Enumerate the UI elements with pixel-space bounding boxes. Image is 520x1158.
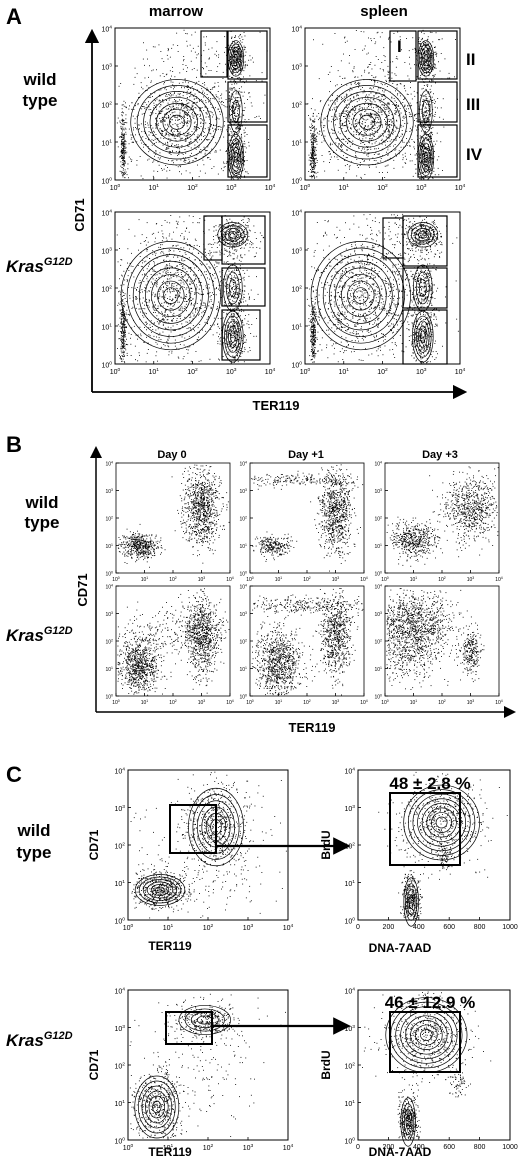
panel-a-letter: A	[6, 4, 22, 29]
svg-text:101: 101	[291, 138, 302, 147]
svg-text:100: 100	[101, 176, 112, 185]
svg-text:103: 103	[291, 62, 302, 71]
panel-b-letter: B	[6, 432, 22, 457]
gate-label-i: I	[397, 37, 402, 56]
panel-c-letter: C	[6, 762, 22, 787]
gate-label-iii: III	[466, 95, 480, 114]
svg-text:103: 103	[416, 183, 427, 192]
gates-a	[200, 30, 458, 365]
panel-c-kras-xaxis: TER119	[148, 1145, 192, 1158]
panel-b-col-day3: Day +3	[422, 449, 458, 461]
panel-a-xaxis-label: TER119	[253, 398, 300, 413]
panel-a-row2-label: KrasG12D	[6, 256, 73, 276]
svg-text:104: 104	[455, 183, 466, 192]
panel-c-wt-xaxis: TER119	[148, 939, 192, 953]
panel-c-kras-brdu-xaxis: DNA-7AAD	[369, 1145, 432, 1158]
percent-wt: 48 ± 2.8 %	[389, 774, 470, 793]
panel-c-row2-label: KrasG12D	[6, 1030, 73, 1050]
panel-b-xaxis-label: TER119	[289, 720, 336, 735]
panel-b-row2-label: KrasG12D	[6, 625, 73, 645]
svg-text:101: 101	[338, 183, 349, 192]
panel-c-kras-brdu-yaxis: BrdU	[319, 1050, 333, 1079]
panel-b-col-day1: Day +1	[288, 449, 324, 461]
svg-text:104: 104	[101, 24, 112, 33]
panel-b-col-day0: Day 0	[157, 449, 186, 461]
svg-text:103: 103	[226, 183, 237, 192]
panel-a-row1-label: wild type	[22, 70, 57, 110]
svg-text:102: 102	[291, 100, 302, 109]
svg-text:100: 100	[110, 183, 121, 192]
panel-c-row1-label: wild type	[16, 821, 51, 862]
panel-b-yaxis-label: CD71	[75, 573, 90, 606]
gates-c	[165, 792, 461, 1073]
panel-c-wt-brdu-xaxis: DNA-7AAD	[369, 941, 432, 955]
svg-text:101: 101	[148, 183, 159, 192]
svg-text:type: type	[23, 91, 58, 110]
svg-text:103: 103	[101, 62, 112, 71]
panel-a-col-marrow: marrow	[149, 3, 204, 20]
gate-label-iv: IV	[466, 145, 483, 164]
panel-c-wt-yaxis: CD71	[87, 829, 101, 860]
svg-text:102: 102	[377, 183, 388, 192]
svg-text:101: 101	[101, 138, 112, 147]
svg-text:100: 100	[300, 183, 311, 192]
panel-b-row1-label: wild type	[24, 493, 59, 532]
panel-c-kras-yaxis: CD71	[87, 1049, 101, 1080]
gate-label-ii: II	[466, 50, 475, 69]
percent-kras: 46 ± 12.9 %	[385, 993, 476, 1012]
svg-text:104: 104	[291, 24, 302, 33]
svg-text:102: 102	[101, 100, 112, 109]
plot-a-wt-marrow: 100 101 102 103 104 100 101 102 103 104	[101, 24, 275, 192]
svg-text:102: 102	[187, 183, 198, 192]
svg-text:104: 104	[265, 183, 276, 192]
panel-a-col-spleen: spleen	[360, 3, 408, 20]
svg-text:wild: wild	[22, 70, 56, 89]
panel-a-yaxis-label: CD71	[72, 198, 87, 231]
